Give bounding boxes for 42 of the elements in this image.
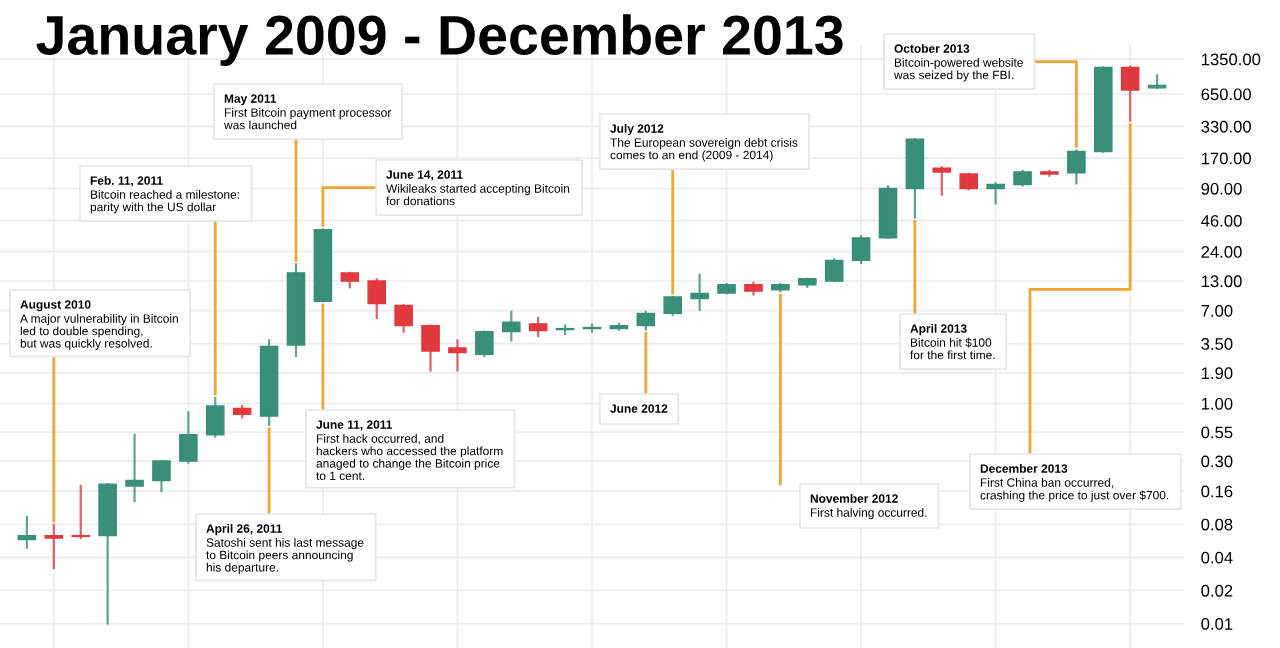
candlestick [528, 316, 548, 338]
candlestick [179, 411, 198, 464]
y-tick-label: 90.00 [1201, 182, 1242, 195]
candlestick [17, 515, 37, 549]
candlestick [986, 182, 1005, 205]
y-tick-label: 0.08 [1201, 518, 1233, 531]
y-tick-label: 46.00 [1201, 214, 1242, 227]
y-tick-label: 0.02 [1201, 584, 1233, 597]
y-tick-label: 0.04 [1201, 551, 1233, 564]
candlestick [71, 484, 91, 540]
candlestick [824, 258, 844, 283]
candlestick [44, 523, 64, 570]
y-tick-label: 0.30 [1201, 455, 1233, 468]
y-tick-label: 1.00 [1201, 397, 1233, 410]
candlestick [851, 235, 871, 264]
candlestick [205, 397, 225, 438]
y-tick-label: 650.00 [1201, 88, 1251, 101]
y-tick-label: 13.00 [1201, 275, 1242, 288]
candlestick [1040, 169, 1059, 177]
candlestick [394, 304, 413, 333]
candlestick [475, 330, 494, 358]
y-tick-label: 3.50 [1201, 338, 1233, 350]
candlestick [932, 166, 952, 196]
y-tick-label: 1.90 [1201, 367, 1233, 380]
candlestick [690, 273, 709, 311]
y-tick-label: 170.00 [1201, 152, 1251, 165]
candlestick [448, 339, 467, 372]
candlestick [1067, 149, 1086, 185]
y-tick-label: 0.01 [1201, 617, 1233, 630]
y-tick-label: 330.00 [1201, 120, 1251, 133]
y-tick-label: 24.00 [1201, 246, 1242, 258]
y-tick-label: 0.16 [1201, 485, 1233, 498]
candlestick [1120, 65, 1140, 122]
candlestick [152, 459, 171, 493]
candlestick [367, 278, 387, 320]
y-tick-label: 0.55 [1201, 426, 1233, 439]
chart-title: January 2009 - December 2013 [36, 14, 843, 66]
y-tick-label: 1350.00 [1201, 53, 1261, 66]
y-tick-label: 7.00 [1201, 304, 1233, 317]
candlestick [501, 310, 521, 342]
candlestick [421, 324, 440, 372]
candlestick [125, 433, 144, 503]
